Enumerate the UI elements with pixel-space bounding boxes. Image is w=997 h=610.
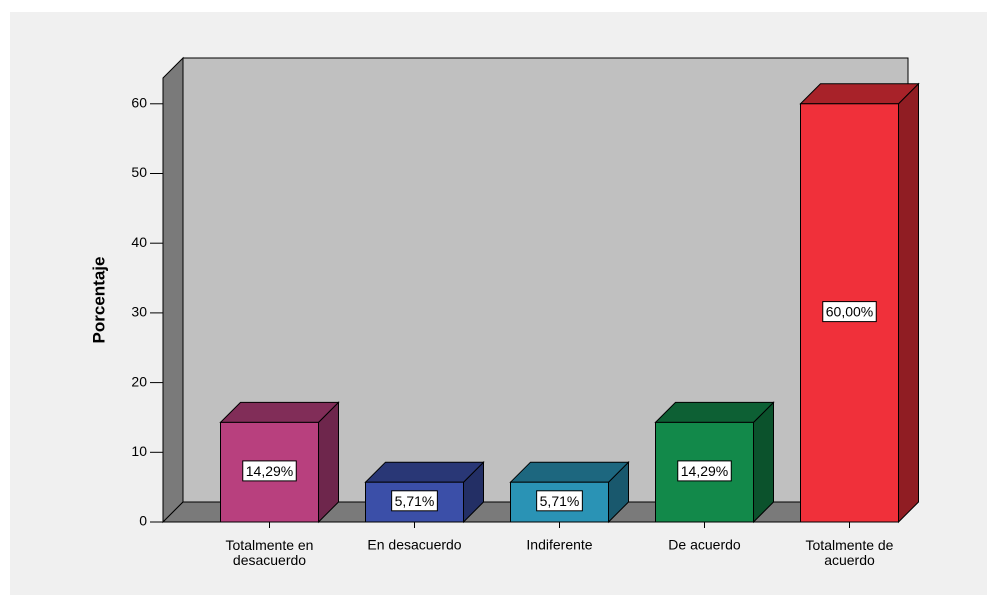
y-tick-label: 40 [131, 234, 147, 250]
value-label: 14,29% [246, 463, 293, 479]
value-label: 60,00% [826, 304, 873, 320]
value-label-box [677, 460, 732, 482]
y-tick-label: 0 [139, 513, 147, 529]
bar-top [509, 461, 630, 483]
value-label: 5,71% [540, 493, 580, 509]
bar-top [654, 401, 775, 423]
value-label: 14,29% [681, 463, 728, 479]
bar-top [219, 401, 340, 423]
bar [510, 481, 609, 523]
x-tick-label: Totalmente en desacuerdo [226, 537, 314, 568]
value-label-box [822, 301, 877, 323]
x-tick-label: De acuerdo [668, 537, 741, 553]
bar-side [318, 401, 339, 524]
x-tick-label: En desacuerdo [367, 537, 461, 553]
bar-side [898, 82, 919, 524]
left-wall [162, 56, 184, 524]
x-tick-label: Totalmente de acuerdo [806, 537, 894, 568]
bar-side [753, 401, 774, 524]
y-tick-label: 20 [131, 373, 147, 389]
x-tick-label: Indiferente [526, 537, 592, 553]
y-tick-label: 10 [131, 443, 147, 459]
value-label-box [536, 490, 583, 512]
value-label-box [391, 490, 438, 512]
y-tick-label: 30 [131, 304, 147, 320]
y-tick-label: 60 [131, 94, 147, 110]
value-label-box [242, 460, 297, 482]
value-label: 5,71% [395, 493, 435, 509]
y-axis-label: Porcentaje [89, 257, 108, 344]
bar-top [799, 83, 920, 105]
y-tick-label: 50 [131, 164, 147, 180]
bar-top [364, 461, 485, 483]
